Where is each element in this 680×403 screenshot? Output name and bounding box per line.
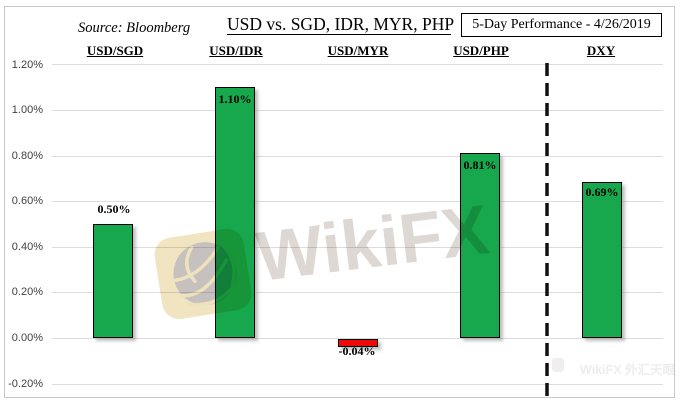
svg-text:WikiFX 外汇天眼: WikiFX 外汇天眼 [580,362,676,377]
